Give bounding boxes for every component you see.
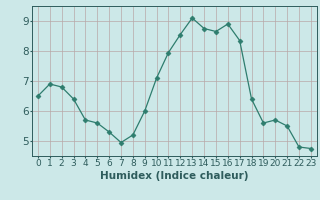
X-axis label: Humidex (Indice chaleur): Humidex (Indice chaleur) [100,171,249,181]
